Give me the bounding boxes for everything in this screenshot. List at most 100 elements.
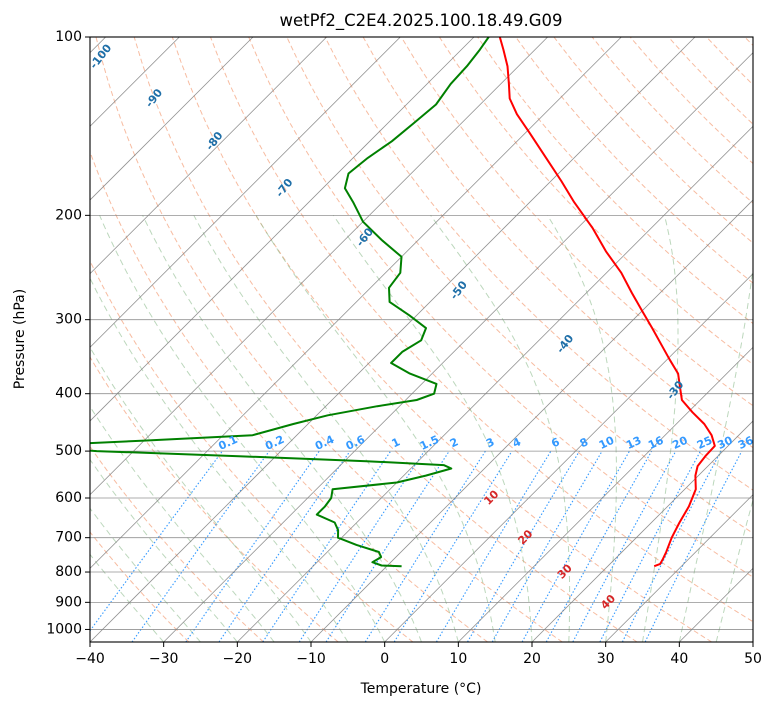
y-tick-label: 200: [55, 207, 82, 223]
dry-adiabat: [90, 150, 488, 642]
mixing-ratio-line: [364, 450, 486, 642]
moist-adiabat: [332, 215, 533, 642]
mixing-ratio-label: 2: [448, 435, 460, 450]
moist-adiabat: [142, 215, 422, 642]
y-axis-label: Pressure (hPa): [12, 289, 28, 389]
y-tick-label: 300: [55, 312, 82, 328]
y-tick-label: 100: [55, 29, 82, 45]
mixing-ratio-line: [644, 450, 743, 642]
x-tick-label: 20: [523, 651, 541, 667]
mixing-ratio-line: [185, 450, 320, 642]
isotherm-label: 30: [555, 561, 575, 581]
isotherm-line: [752, 641, 753, 642]
mixing-ratio-line: [90, 450, 223, 632]
isotherm-line: [90, 37, 254, 201]
y-tick-label: 700: [55, 530, 82, 546]
isotherm-line: [605, 494, 753, 642]
dry-adiabat: [591, 37, 753, 204]
dry-adiabat-label: -60: [354, 225, 377, 249]
x-tick-label: −40: [75, 651, 105, 667]
dry-adiabat-label: -50: [448, 278, 471, 302]
dry-adiabat: [515, 37, 753, 284]
isotherm-line: [384, 273, 753, 642]
dry-adiabat: [553, 37, 753, 244]
x-tick-label: −10: [296, 651, 326, 667]
dry-adiabat: [706, 37, 753, 86]
mixing-ratio-line: [521, 450, 630, 642]
mixing-ratio-line: [599, 450, 701, 642]
mixing-ratio-label: 20: [670, 434, 690, 452]
grid: [90, 37, 753, 642]
x-tick-label: 40: [670, 651, 688, 667]
dry-adiabat-label: -80: [203, 129, 226, 153]
mixing-ratio-line: [393, 450, 513, 642]
isotherm-label: 10: [481, 487, 501, 507]
mixing-ratio-label: 30: [715, 434, 735, 452]
isotherm-line: [458, 346, 753, 642]
moist-adiabat: [547, 215, 617, 642]
y-tick-label: 800: [55, 564, 82, 580]
dry-adiabat: [133, 37, 638, 642]
y-tick-label: 900: [55, 594, 82, 610]
mixing-ratio-label: 0.6: [344, 433, 367, 453]
dry-adiabat-label: -30: [664, 378, 687, 402]
mixing-ratio-line: [218, 450, 351, 642]
moist-adiabat: [90, 346, 312, 642]
x-tick-label: −30: [149, 651, 179, 667]
mixing-ratio-line: [621, 450, 722, 642]
isotherm-line: [90, 37, 696, 642]
dry-adiabat: [324, 37, 753, 491]
dry-adiabat: [438, 37, 753, 366]
moist-adiabat: [678, 264, 753, 642]
x-tick-label: 50: [744, 651, 762, 667]
isotherm-line: [90, 37, 622, 569]
y-tick-label: 600: [55, 490, 82, 506]
isotherm-line: [90, 37, 401, 348]
mixing-ratio-label: 8: [578, 435, 590, 450]
x-tick-label: −20: [223, 651, 253, 667]
chart-title: wetPf2_C2E4.2025.100.18.49.G09: [279, 11, 562, 31]
isotherm-line: [237, 125, 753, 642]
moist-adiabat: [642, 215, 679, 642]
dry-adiabat-label: -70: [273, 176, 296, 200]
mixing-ratio-label: 36: [736, 434, 756, 452]
dry-adiabat-label: -100: [87, 41, 114, 71]
dry-adiabat: [171, 37, 712, 642]
dewpoint-profile-line: [90, 37, 490, 568]
isotherm-line: [310, 199, 753, 642]
x-tick-label: 0: [380, 651, 389, 667]
axis-ticks: −40 −30 −20 −10 0 10 20 30 40 50 100 200 300 400 500 60…: [46, 29, 762, 667]
moist-adiabat: [90, 507, 201, 642]
series-layer: [90, 37, 716, 568]
mixing-ratio-line: [572, 450, 677, 642]
mixing-ratio-line: [298, 450, 425, 642]
dry-adiabat: [90, 445, 264, 642]
x-tick-label: 30: [597, 651, 615, 667]
y-tick-label: 1000: [46, 621, 82, 637]
dry-adiabat-label: -40: [554, 332, 577, 356]
moist-adiabat: [90, 277, 349, 642]
dry-adiabat: [668, 37, 753, 125]
isotherm-line: [679, 567, 753, 642]
mixing-ratio-label: 1: [390, 435, 402, 450]
dry-adiabat: [90, 356, 339, 642]
mixing-ratio-line: [435, 450, 552, 642]
moist-adiabat: [90, 458, 238, 642]
mixing-ratio-line: [545, 450, 653, 642]
mixing-ratio-label: 25: [695, 434, 714, 452]
dry-adiabat: [248, 37, 753, 578]
mixing-ratio-label: 10: [597, 434, 617, 452]
isotherm-line: [90, 37, 475, 422]
moist-adiabat: [99, 215, 386, 642]
dry-adiabat: [95, 37, 563, 642]
x-tick-label: 10: [449, 651, 467, 667]
mixing-ratio-label: 0.2: [263, 433, 286, 453]
moist-adiabat: [90, 405, 275, 642]
dry-adiabat: [90, 259, 414, 642]
dry-adiabat: [744, 37, 753, 47]
mixing-ratio-label: 3: [484, 435, 496, 450]
isotherm-line: [90, 37, 548, 496]
y-tick-label: 400: [55, 386, 82, 402]
mixing-ratio-label: 13: [624, 434, 643, 452]
